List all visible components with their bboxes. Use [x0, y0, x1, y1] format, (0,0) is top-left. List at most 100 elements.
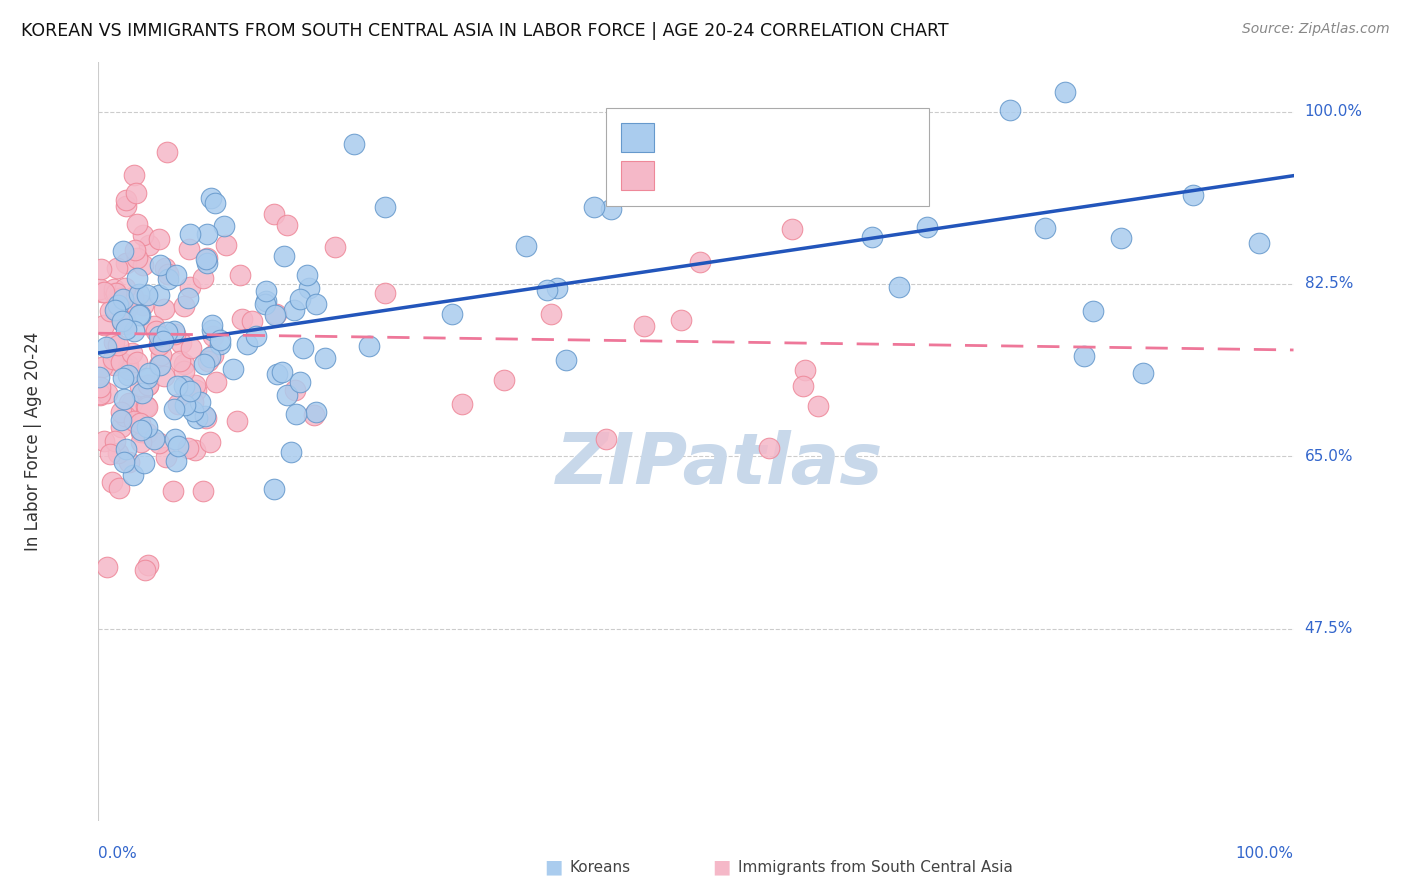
Point: [89, 380, 111, 394]
Point: [132, 227, 155, 242]
Point: [1083, 304, 1105, 318]
Point: [165, 454, 187, 468]
Point: [155, 450, 177, 464]
Point: [177, 291, 200, 305]
Text: 65.0%: 65.0%: [1305, 449, 1353, 464]
Point: [165, 433, 187, 447]
Point: [104, 302, 127, 317]
Point: [128, 287, 150, 301]
Point: [284, 383, 307, 397]
Point: [90, 262, 112, 277]
Point: [93, 318, 115, 333]
Point: [93, 285, 115, 299]
Point: [89, 387, 111, 401]
Point: [201, 318, 224, 333]
Point: [153, 368, 176, 383]
Point: [100, 447, 122, 461]
Point: [103, 286, 125, 301]
Point: [450, 397, 472, 411]
FancyBboxPatch shape: [606, 108, 929, 206]
Point: [149, 258, 172, 272]
Point: [600, 202, 623, 216]
Point: [201, 323, 224, 337]
Point: [793, 363, 815, 377]
Point: [215, 238, 238, 252]
Text: 134: 134: [827, 167, 865, 185]
Point: [110, 405, 132, 419]
Point: [110, 413, 132, 427]
Point: [254, 284, 277, 298]
Point: [240, 313, 263, 327]
Point: [191, 270, 214, 285]
Point: [184, 443, 207, 458]
Point: [122, 290, 145, 304]
Point: [155, 261, 177, 276]
Point: [245, 328, 267, 343]
Point: [115, 199, 138, 213]
Point: [125, 186, 148, 201]
Point: [374, 201, 396, 215]
Point: [122, 467, 145, 482]
Point: [195, 252, 218, 266]
Point: [173, 363, 195, 377]
Point: [271, 365, 294, 379]
Point: [114, 281, 136, 295]
Point: [148, 338, 170, 352]
Point: [1247, 236, 1270, 251]
Point: [314, 351, 336, 365]
Point: [343, 136, 366, 151]
Point: [110, 420, 132, 434]
Point: [184, 377, 207, 392]
Text: 47.5%: 47.5%: [1305, 621, 1353, 636]
Point: [263, 207, 285, 221]
Point: [1073, 349, 1095, 363]
Point: [205, 376, 228, 390]
Point: [266, 367, 288, 381]
Point: [194, 409, 217, 423]
Point: [1053, 85, 1076, 99]
FancyBboxPatch shape: [620, 161, 654, 190]
Point: [180, 341, 202, 355]
Point: [135, 425, 157, 440]
Point: [193, 483, 215, 498]
Point: [536, 283, 558, 297]
Point: [131, 258, 153, 272]
Point: [148, 338, 170, 352]
Point: [166, 439, 188, 453]
Point: [163, 324, 186, 338]
Point: [186, 411, 208, 425]
Point: [273, 249, 295, 263]
Point: [669, 313, 692, 327]
Point: [122, 168, 145, 182]
Point: [105, 301, 128, 316]
Point: [295, 268, 318, 283]
Text: ■: ■: [713, 857, 731, 877]
Text: ■: ■: [544, 857, 562, 877]
Point: [188, 395, 211, 409]
Point: [148, 329, 170, 343]
Point: [157, 272, 180, 286]
Point: [136, 401, 159, 415]
Point: [1033, 220, 1056, 235]
Point: [96, 560, 118, 574]
Point: [197, 354, 219, 368]
Text: N =: N =: [769, 167, 820, 185]
Point: [235, 336, 257, 351]
Point: [254, 297, 277, 311]
Text: 0.361: 0.361: [710, 128, 768, 146]
Point: [131, 385, 153, 400]
Point: [114, 314, 136, 328]
Point: [118, 396, 141, 410]
Point: [117, 362, 139, 376]
Point: [127, 217, 149, 231]
Point: [103, 282, 125, 296]
Point: [148, 358, 170, 372]
Point: [792, 378, 814, 392]
Point: [112, 244, 135, 259]
Point: [780, 222, 803, 236]
Point: [124, 324, 146, 338]
Point: [112, 371, 135, 385]
Text: 109: 109: [827, 128, 865, 146]
Point: [285, 408, 308, 422]
Point: [323, 239, 346, 253]
